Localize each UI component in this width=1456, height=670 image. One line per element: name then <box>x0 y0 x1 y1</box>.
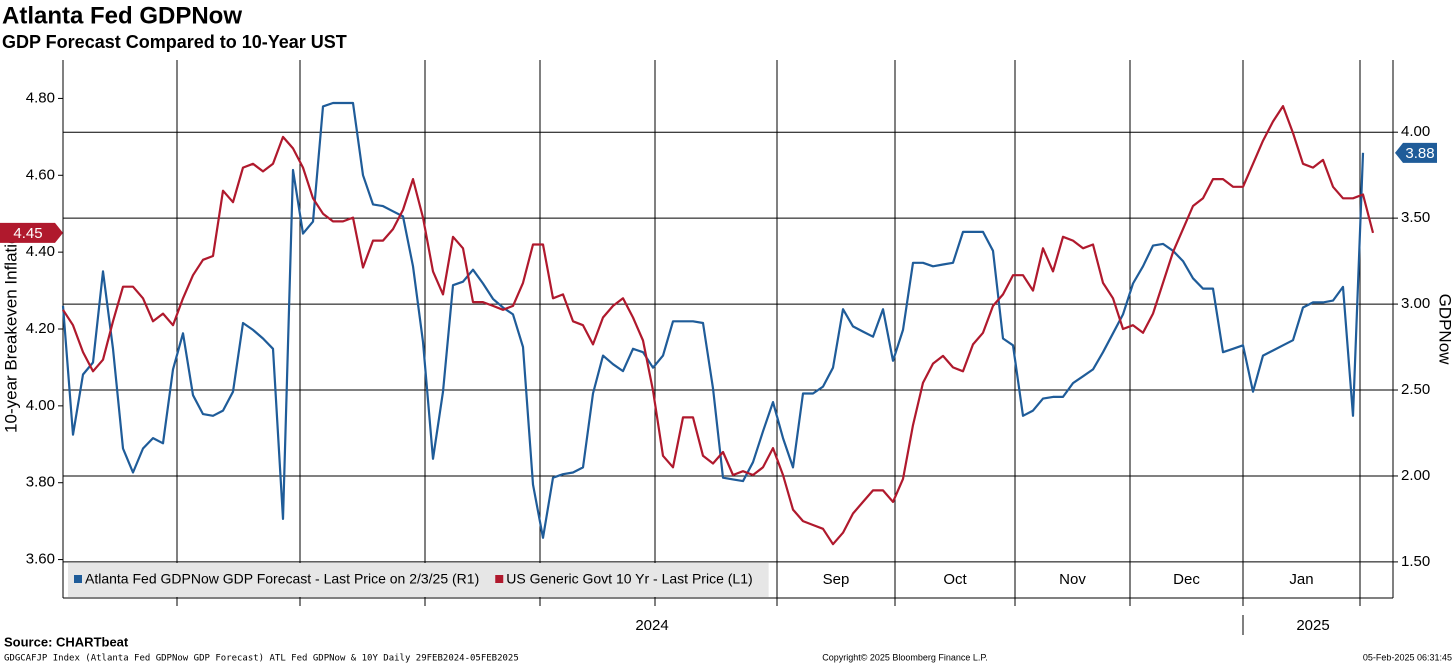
x-tick-label: Oct <box>943 571 967 588</box>
y-tick-label: 4.20 <box>26 320 55 337</box>
last-value-label: 4.45 <box>13 225 42 242</box>
x-group-label: 2025 <box>1296 617 1329 634</box>
timestamp: 05-Feb-2025 06:31:45 <box>1363 652 1452 662</box>
x-tick-label: Nov <box>1059 571 1086 588</box>
y2-tick-label: 4.00 <box>1401 123 1430 140</box>
y2-tick-label: 3.50 <box>1401 209 1430 226</box>
last-value-label: 3.88 <box>1405 145 1434 162</box>
last-value-tag <box>0 222 63 243</box>
y2-tick-label: 2.50 <box>1401 381 1430 398</box>
index-note: GDGCAFJP Index (Atlanta Fed GDPNow GDP F… <box>4 654 519 664</box>
x-group-label: 2024 <box>635 617 668 634</box>
legend-label: US Generic Govt 10 Yr - Last Price (L1) <box>506 571 752 587</box>
legend-swatch <box>495 575 504 583</box>
series-line <box>62 105 1375 546</box>
series-line <box>61 101 1365 539</box>
y-tick-label: 4.60 <box>26 166 55 183</box>
legend-label: Atlanta Fed GDPNow GDP Forecast - Last P… <box>85 571 479 587</box>
x-tick-label: Dec <box>1173 571 1200 588</box>
x-tick-label: Jan <box>1289 571 1313 588</box>
chart-title: Atlanta Fed GDPNow <box>2 2 242 29</box>
y2-tick-label: 2.00 <box>1401 467 1430 484</box>
chart-subtitle: GDP Forecast Compared to 10-Year UST <box>2 32 347 52</box>
y-axis-label: 10-year Breakeven Inflation <box>1 225 20 433</box>
copyright: Copyright© 2025 Bloomberg Finance L.P. <box>822 652 988 662</box>
y-tick-label: 4.40 <box>26 243 55 260</box>
y-tick-label: 4.00 <box>26 397 55 414</box>
y2-tick-label: 1.50 <box>1401 553 1430 570</box>
y2-axis-label: GDPNow <box>1436 294 1455 366</box>
y-tick-label: 4.80 <box>26 89 55 106</box>
source: Source: CHARTbeat <box>4 634 129 649</box>
y-tick-label: 3.80 <box>26 474 55 491</box>
y-tick-label: 3.60 <box>26 551 55 568</box>
y2-tick-label: 3.00 <box>1401 295 1430 312</box>
legend-background <box>68 563 769 597</box>
legend: Atlanta Fed GDPNow GDP Forecast - Last P… <box>68 563 769 597</box>
last-value-tag <box>1395 142 1437 163</box>
legend-swatch <box>74 575 82 583</box>
x-tick-label: Sep <box>823 571 850 588</box>
